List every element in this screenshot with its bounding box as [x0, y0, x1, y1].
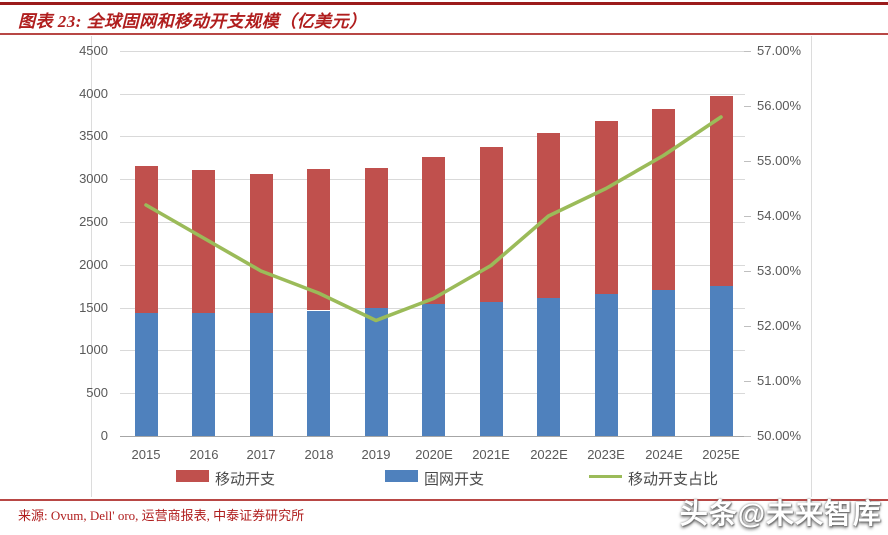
y-axis-right-tick-label: 55.00% [757, 153, 802, 168]
bar-segment-mobile [480, 147, 503, 302]
bar-segment-fixed [192, 313, 215, 436]
y-axis-right-tick-mark [744, 161, 751, 162]
top-divider [0, 2, 888, 5]
y-axis-right-tick-label: 57.00% [757, 43, 802, 58]
chart-border-right [811, 36, 812, 497]
watermark: 头条@未来智库 [679, 498, 882, 529]
bar-segment-fixed [422, 304, 445, 436]
title-divider [0, 33, 888, 35]
legend-label: 移动开支 [215, 471, 276, 488]
bar-segment-fixed [250, 313, 273, 436]
bar-segment-fixed [480, 301, 503, 436]
y-axis-left-tick-label: 0 [100, 428, 108, 443]
y-axis-left-tick-label: 4000 [79, 86, 108, 101]
y-axis-right-tick-label: 52.00% [757, 318, 802, 333]
legend-label: 固网开支 [424, 471, 485, 488]
bar-segment-fixed [365, 308, 388, 436]
y-axis-left-tick-label: 1000 [79, 342, 108, 357]
y-axis-right-tick-label: 53.00% [757, 263, 802, 278]
bar-segment-mobile [307, 169, 330, 310]
bar-segment-fixed [710, 286, 733, 436]
bar-segment-mobile [652, 109, 675, 290]
x-axis-label: 2020E [415, 447, 453, 462]
bar-segment-fixed [135, 313, 158, 436]
x-axis-baseline [120, 436, 751, 437]
y-axis-right-tick-label: 51.00% [757, 373, 802, 388]
y-axis-left-tick-label: 4500 [79, 43, 108, 58]
y-axis-right-tick-mark [744, 436, 751, 437]
bar-segment-fixed [537, 297, 560, 436]
legend-label: 移动开支占比 [628, 471, 719, 488]
x-axis-label: 2015 [131, 447, 161, 462]
bar-segment-mobile [250, 174, 273, 313]
bar-segment-mobile [537, 133, 560, 298]
bar-segment-mobile [192, 170, 215, 313]
y-axis-left-tick-label: 1500 [79, 300, 108, 315]
y-axis-right-tick-mark [744, 381, 751, 382]
bar-segment-fixed [652, 290, 675, 436]
bar-segment-mobile [710, 96, 733, 286]
gridline [120, 51, 745, 52]
bar-segment-fixed [595, 294, 618, 436]
x-axis-label: 2024E [645, 447, 683, 462]
legend-bar-swatch [385, 470, 418, 482]
y-axis-right-tick-mark [744, 326, 751, 327]
y-axis-right-tick-label: 50.00% [757, 428, 802, 443]
y-axis-right-tick-mark [744, 271, 751, 272]
y-axis-right-tick-label: 56.00% [757, 98, 802, 113]
bar-segment-mobile [422, 157, 445, 304]
source-note: 来源: Ovum, Dell' oro, 运营商报表, 中泰证券研究所 [18, 508, 305, 523]
x-axis-label: 2016 [189, 447, 219, 462]
gridline [120, 94, 745, 95]
legend-line-swatch [589, 475, 622, 478]
bar-segment-fixed [307, 311, 330, 436]
page-title: 图表 23: 全球固网和移动开支规模（亿美元） [18, 12, 367, 31]
y-axis-left-tick-label: 500 [86, 385, 108, 400]
y-axis-right-tick-label: 54.00% [757, 208, 802, 223]
legend-bar-swatch [176, 470, 209, 482]
x-axis-label: 2018 [304, 447, 334, 462]
y-axis-right-tick-mark [744, 216, 751, 217]
y-axis-right-tick-mark [744, 51, 751, 52]
x-axis-label: 2023E [587, 447, 625, 462]
x-axis-label: 2017 [246, 447, 276, 462]
y-axis-left-tick-label: 3500 [79, 128, 108, 143]
bar-segment-mobile [135, 166, 158, 313]
x-axis-label: 2021E [472, 447, 510, 462]
y-axis-right-tick-mark [744, 106, 751, 107]
y-axis-left-tick-label: 2000 [79, 257, 108, 272]
x-axis-label: 2022E [530, 447, 568, 462]
source-divider [0, 499, 888, 501]
y-axis-left-tick-label: 2500 [79, 214, 108, 229]
x-axis-label: 2019 [361, 447, 391, 462]
bar-segment-mobile [365, 168, 388, 308]
bar-segment-mobile [595, 121, 618, 294]
x-axis-label: 2025E [702, 447, 740, 462]
chart-border-left [91, 36, 92, 497]
y-axis-left-tick-label: 3000 [79, 171, 108, 186]
